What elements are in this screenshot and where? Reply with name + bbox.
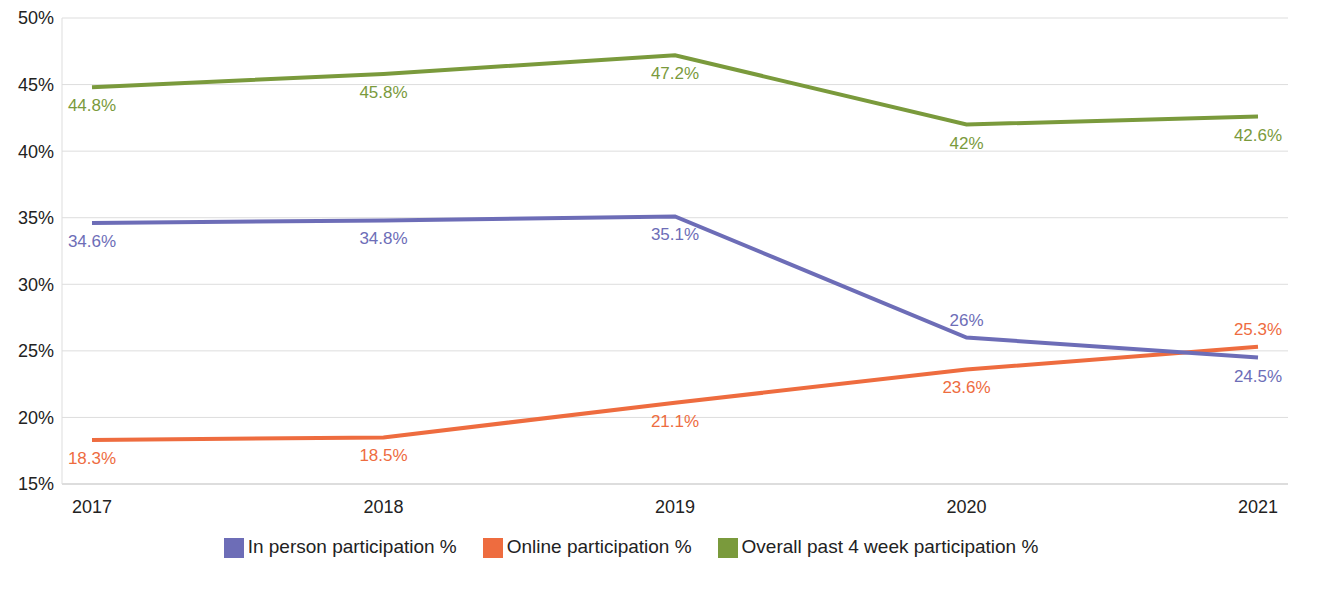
- svg-text:26%: 26%: [949, 311, 983, 330]
- svg-text:2017: 2017: [72, 497, 112, 517]
- svg-text:20%: 20%: [18, 408, 54, 428]
- svg-text:21.1%: 21.1%: [651, 412, 699, 431]
- svg-text:2019: 2019: [655, 497, 695, 517]
- svg-text:45%: 45%: [18, 75, 54, 95]
- html-text:In person participation %: In person participation %: [247, 536, 457, 557]
- html-text:Online participation %: Online participation %: [506, 536, 692, 557]
- svg-text:30%: 30%: [18, 275, 54, 295]
- svg-text:25%: 25%: [18, 341, 54, 361]
- svg-text:25.3%: 25.3%: [1234, 320, 1282, 339]
- svg-text:42.6%: 42.6%: [1234, 126, 1282, 145]
- svg-text:2020: 2020: [946, 497, 986, 517]
- svg-text:2021: 2021: [1238, 497, 1278, 517]
- svg-text:45.8%: 45.8%: [359, 83, 407, 102]
- svg-text:34.6%: 34.6%: [68, 232, 116, 251]
- svg-text:18.5%: 18.5%: [359, 446, 407, 465]
- svg-text:15%: 15%: [18, 474, 54, 494]
- html-text:Overall past 4 week participat: Overall past 4 week participation %: [741, 536, 1039, 557]
- svg-text:44.8%: 44.8%: [68, 96, 116, 115]
- svg-text:50%: 50%: [18, 8, 54, 28]
- svg-text:35%: 35%: [18, 208, 54, 228]
- svg-text:40%: 40%: [18, 142, 54, 162]
- svg-text:24.5%: 24.5%: [1234, 367, 1282, 386]
- svg-text:47.2%: 47.2%: [651, 64, 699, 83]
- svg-text:34.8%: 34.8%: [359, 229, 407, 248]
- svg-text:2018: 2018: [363, 497, 403, 517]
- svg-text:18.3%: 18.3%: [68, 449, 116, 468]
- svg-text:23.6%: 23.6%: [942, 378, 990, 397]
- svg-text:42%: 42%: [949, 134, 983, 153]
- svg-text:35.1%: 35.1%: [651, 225, 699, 244]
